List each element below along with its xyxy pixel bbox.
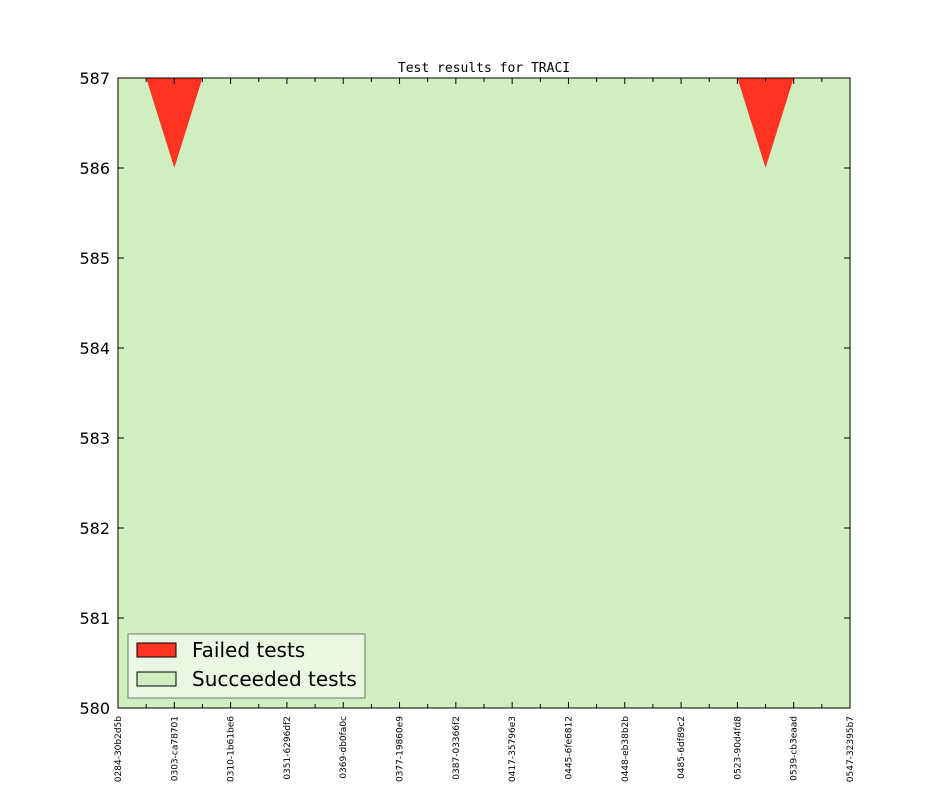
y-tick-label: 587	[79, 69, 110, 88]
y-tick-label: 585	[79, 249, 110, 268]
succeeded-area	[118, 78, 850, 708]
x-tick-label: 0303-ca78701	[170, 716, 180, 781]
x-tick-label: 0547-32395b7	[846, 716, 856, 782]
x-tick-label: 0369-db0fa0c	[339, 716, 349, 779]
x-tick-label: 0539-cb3eaad	[790, 716, 800, 781]
legend-swatch-succeeded	[136, 671, 177, 687]
x-tick-label: 0417-35796e3	[508, 716, 518, 782]
failed-area	[118, 78, 850, 168]
x-tick-label: 0284-30b2d5b	[114, 716, 124, 782]
x-tick-label: 0351-6296df2	[283, 716, 293, 780]
x-tick-label: 0310-1b61be6	[227, 716, 237, 782]
legend: Failed tests Succeeded tests	[127, 633, 366, 699]
axes: 580 581 582 583 584 585 586 587 0284-30b2d5b 0303…	[79, 69, 856, 782]
x-tick-label: 0445-6fe6812	[564, 716, 574, 780]
y-tick-label: 580	[79, 699, 110, 718]
x-tick-label: 0485-6df89c2	[677, 716, 687, 779]
x-tick-label: 0377-19860e9	[396, 716, 406, 782]
y-tick-label: 586	[79, 159, 110, 178]
x-tick-label: 0387-03366f2	[452, 716, 462, 780]
y-tick-label: 582	[79, 519, 110, 538]
y-tick-label: 584	[79, 339, 110, 358]
legend-label-succeeded: Succeeded tests	[192, 667, 357, 691]
legend-label-failed: Failed tests	[192, 638, 305, 662]
legend-swatch-failed	[136, 642, 177, 658]
chart-title: Test results for TRACI	[398, 61, 570, 76]
x-tick-label: 0523-90d4fd8	[733, 716, 743, 780]
y-tick-label: 581	[79, 609, 110, 628]
x-tick-label: 0448-eb38b2b	[621, 716, 631, 782]
data-marks	[118, 78, 850, 708]
y-tick-label: 583	[79, 429, 110, 448]
